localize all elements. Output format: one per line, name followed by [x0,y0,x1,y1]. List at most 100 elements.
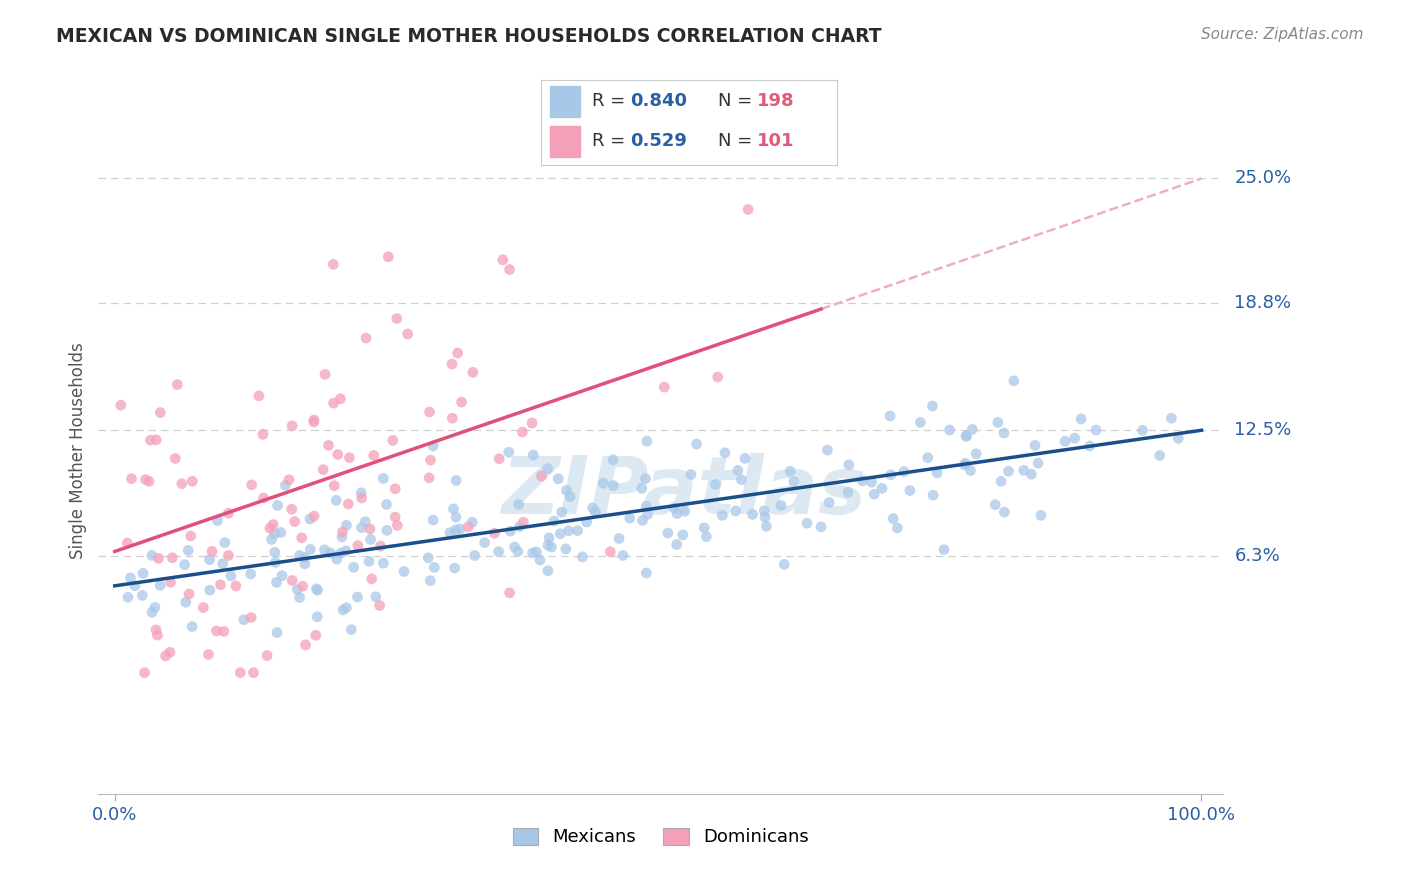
Point [637,508,659,522]
Point [132,566,155,581]
Point [672,528,695,542]
Point [1054,434,1077,449]
Point [443,561,465,575]
Point [990,475,1012,489]
Point [474,535,496,549]
Point [636,566,658,580]
Point [530,469,553,483]
Point [392,565,415,579]
Point [360,533,382,547]
Point [329,546,352,560]
Point [754,510,776,524]
Point [634,472,657,486]
Point [1078,439,1101,453]
Point [141,605,163,619]
Point [256,648,278,663]
Point [177,543,200,558]
Point [155,648,177,663]
Point [441,411,464,425]
Point [193,600,215,615]
Point [266,625,288,640]
Point [838,458,860,472]
Point [557,524,579,538]
Point [631,513,654,527]
Text: 198: 198 [756,93,794,111]
Point [955,456,977,470]
Point [346,590,368,604]
Point [322,396,344,410]
Point [375,498,398,512]
Point [357,554,380,568]
Point [1149,449,1171,463]
Point [373,471,395,485]
Point [773,558,796,572]
Point [779,464,801,478]
Point [181,619,204,633]
Point [508,498,530,512]
Point [288,591,311,605]
Point [225,579,247,593]
Point [796,516,818,531]
Point [506,544,529,558]
Point [711,508,734,523]
Point [323,478,346,492]
Point [335,600,357,615]
Point [347,539,370,553]
Point [302,415,325,429]
Point [665,537,688,551]
Point [636,500,658,514]
Point [602,452,624,467]
Text: 12.5%: 12.5% [1234,421,1292,439]
Point [205,624,228,638]
Point [863,487,886,501]
Point [375,524,398,538]
Point [131,589,153,603]
Point [307,583,329,598]
Point [262,517,284,532]
Point [599,545,621,559]
Point [1026,456,1049,470]
Point [962,422,984,436]
Point [619,511,641,525]
Point [444,523,467,537]
Point [679,467,702,482]
Point [555,483,578,498]
Point [461,365,484,379]
Point [666,507,689,521]
Point [1132,423,1154,437]
Point [159,645,181,659]
Point [252,427,274,442]
Point [198,552,221,566]
Point [567,524,589,538]
Text: 18.8%: 18.8% [1234,294,1291,312]
Point [138,475,160,489]
Point [498,586,520,600]
Point [464,549,486,563]
Point [232,613,254,627]
Point [1167,431,1189,445]
Point [783,475,806,489]
Point [538,531,561,545]
Point [529,553,551,567]
Point [734,451,756,466]
Point [571,549,593,564]
Point [307,609,329,624]
Point [1070,412,1092,426]
Text: R =: R = [592,93,630,111]
Point [219,569,242,583]
Point [704,477,727,491]
Point [993,425,1015,440]
Point [240,478,263,492]
Point [537,461,560,475]
Point [730,473,752,487]
Point [326,448,349,462]
Point [330,530,353,544]
Point [754,504,776,518]
Point [882,511,904,525]
Point [612,549,634,563]
Point [264,555,287,569]
Point [693,521,716,535]
Point [695,530,717,544]
Point [880,467,903,482]
Point [547,472,569,486]
